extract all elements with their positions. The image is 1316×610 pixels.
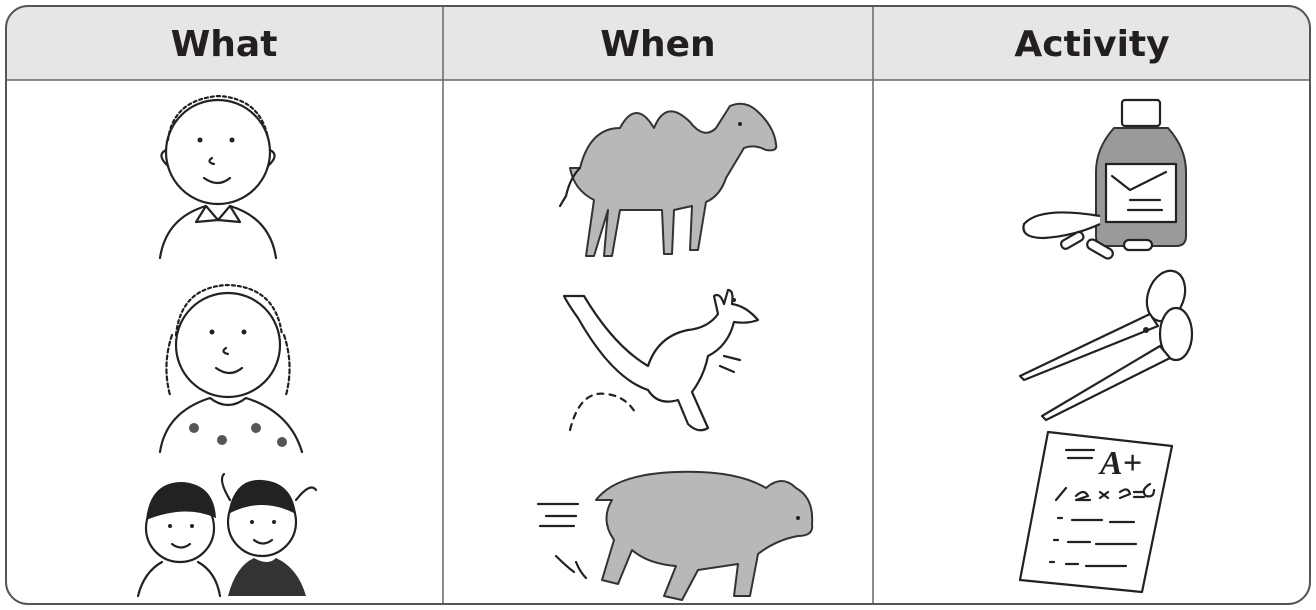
girl-illustration — [158, 283, 304, 454]
header-what: What — [171, 24, 278, 65]
children-illustration — [136, 472, 318, 598]
camel-illustration — [558, 102, 778, 257]
header-when: When — [600, 24, 715, 65]
scissors-illustration — [1018, 269, 1194, 422]
test-paper-illustration: A+ — [1018, 430, 1174, 594]
kangaroo-illustration — [562, 288, 760, 432]
bear-illustration — [536, 470, 814, 601]
table-border — [5, 5, 1311, 605]
header-row — [6, 6, 1310, 80]
grade-mark: A+ — [1098, 445, 1142, 482]
header-activity: Activity — [1014, 24, 1169, 65]
medicine-illustration — [1022, 98, 1187, 260]
table-body — [6, 6, 1310, 604]
boy-illustration — [158, 94, 278, 260]
